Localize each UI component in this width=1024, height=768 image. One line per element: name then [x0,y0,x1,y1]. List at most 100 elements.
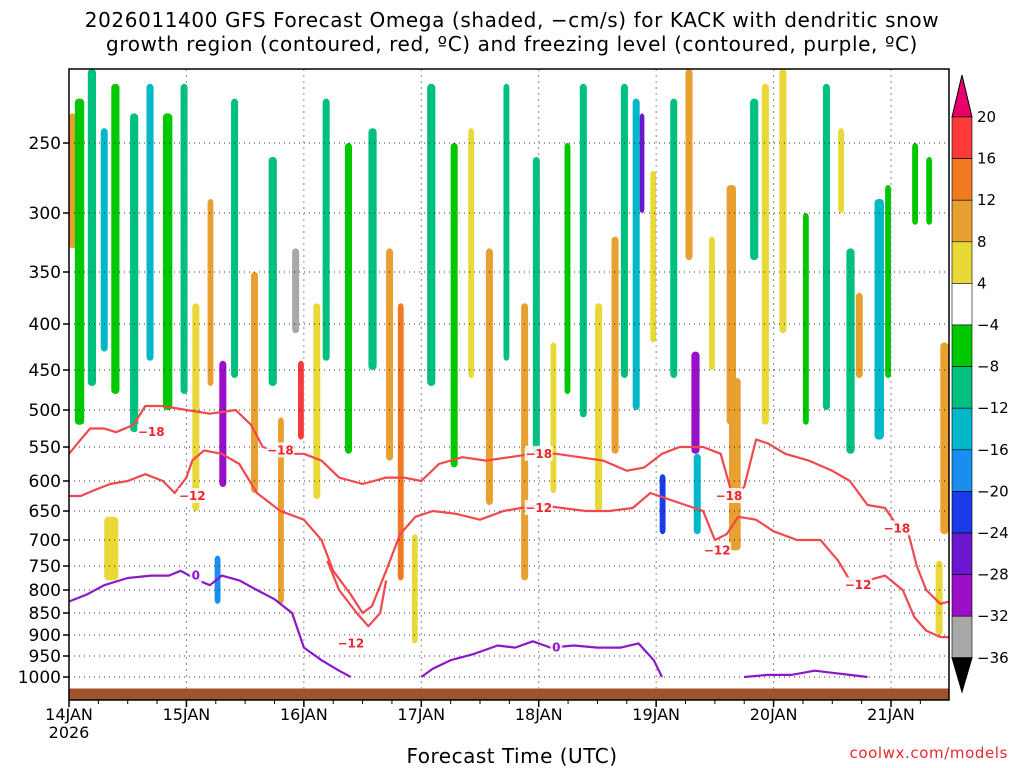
omega-cell [468,128,475,378]
chart-title-line-1: 2026011400 GFS Forecast Omega (shaded, −… [84,8,940,32]
isotherm-minus12 [69,449,949,639]
y-tick-label: 300 [29,204,61,224]
omega-cell [231,98,239,378]
colorbar-label: −36 [977,649,1009,667]
y-tick-label: 400 [29,315,61,335]
colorbar-label: −16 [977,441,1009,459]
omega-cell [620,83,628,379]
contour-label-bg [266,442,295,458]
omega-cell [802,213,809,425]
x-tick-label: 17JAN [397,705,445,724]
omega-cell [219,360,227,487]
contour-label: −12 [704,543,731,557]
contour-label: −12 [179,489,206,503]
omega-cell [344,143,353,454]
colorbar-band [951,158,973,201]
contour-label-bg [714,488,743,503]
colorbar-band [951,532,973,575]
contour-label: −12 [337,636,364,650]
omega-cell [779,69,787,334]
y-tick-label: 1000 [18,668,61,688]
contour-label-bg [844,577,873,593]
chart-title-line-2: growth region (contoured, red, ºC) and f… [106,32,918,56]
omega-cell [750,98,759,261]
omega-cell [427,83,436,387]
contour-label-bg [189,567,202,583]
y-tick-label: 550 [29,438,61,458]
omega-cell [297,360,304,440]
x-tick-label: 15JAN [163,705,211,724]
colorbar-band [951,574,973,617]
y-tick-label: 850 [29,604,61,624]
x-tick-label: 16JAN [280,705,328,724]
omega-cell [885,185,891,378]
x-axis-title: Forecast Time (UTC) [406,744,618,768]
omega-cell [595,303,603,511]
omega-cell [313,303,321,499]
y-tick-label: 800 [29,581,61,601]
colorbar-label: −8 [977,358,999,376]
omega-cell [521,303,529,581]
colorbar-label: 12 [977,191,996,209]
freezing-level-contour [69,569,352,678]
omega-cell [368,128,377,370]
y-tick-label: 250 [29,134,61,154]
y-tick-label: 650 [29,502,61,522]
omega-cell [940,342,949,535]
colorbar-band [951,449,973,492]
colorbar-label: −4 [977,316,999,334]
contour-label-bg [703,542,732,558]
contour-labels: −18 −12 −18 −12 −18 −12 −18 −12 −12 −18 0 0 [137,424,911,655]
colorbar-band [951,491,973,534]
omega-cell [450,143,458,468]
colorbar-label: 20 [977,108,996,126]
omega-cell [708,236,715,370]
colorbar-label: 8 [977,233,987,251]
omega-cell [912,143,919,225]
omega-cell [322,98,330,361]
omega-cell [180,83,188,395]
omega-cell [855,292,863,378]
colorbar-label: −28 [977,566,1009,584]
omega-cell [685,69,693,261]
contour-label: −18 [883,521,910,535]
x-tick-sublabel: 2026 [49,723,90,742]
omega-cell [386,248,394,461]
omega-cell [292,248,300,334]
y-tick-label: 750 [29,557,61,577]
x-tick-label: 14JAN [45,705,93,724]
y-tick-label: 500 [29,401,61,421]
omega-cell [874,199,884,440]
omega-cell [87,69,97,386]
omega-cell [935,560,943,635]
contour-label: 0 [192,569,200,583]
omega-cell [74,98,85,425]
omega-cell [650,171,657,343]
contour-label: −18 [138,425,165,439]
y-tick-label: 450 [29,361,61,381]
omega-cell [639,113,645,213]
source-credit[interactable]: coolwx.com/models [849,744,1008,762]
x-tick-label: 19JAN [632,705,680,724]
omega-cell [691,351,700,454]
contour-label: −12 [845,578,872,592]
contour-label: −12 [525,501,552,515]
x-tick-label: 21JAN [867,705,915,724]
colorbar-band [951,407,973,451]
omega-cell [411,534,418,644]
contour-label: −18 [525,447,552,461]
colorbar-label: −24 [977,524,1009,542]
x-tick-label: 18JAN [515,705,563,724]
omega-cell [670,98,678,378]
omega-cell [822,83,830,411]
omega-cell [130,113,139,433]
colorbar-label: −20 [977,482,1009,500]
contour-label: 0 [552,641,560,655]
freezing-level-contour [744,669,868,679]
omega-cell [104,516,119,581]
y-tick-label: 600 [29,472,61,492]
terrain-surface [69,688,949,700]
colorbar-top-arrow [951,74,973,118]
omega-cell [838,128,845,213]
